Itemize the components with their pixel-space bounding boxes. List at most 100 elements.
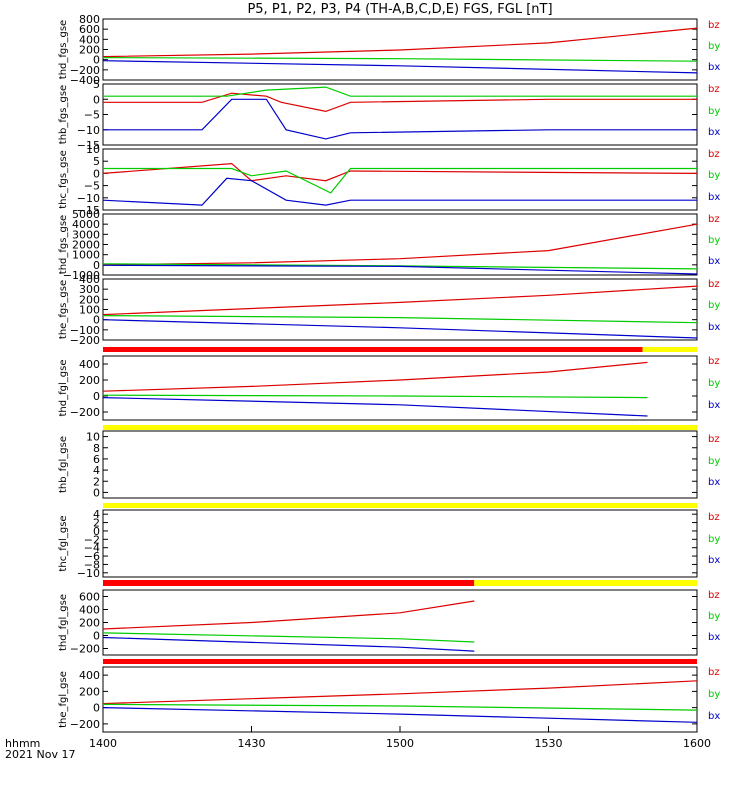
series-bx [102, 397, 648, 417]
legend-bz: bz [708, 84, 720, 95]
y-tick-label: −200 [70, 406, 100, 419]
y-tick-label: 4 [93, 464, 100, 477]
y-tick-label: 200 [79, 44, 100, 57]
series-by [103, 86, 697, 97]
y-tick-label: 100 [79, 304, 100, 317]
y-tick-label: 0 [93, 390, 100, 403]
series-bz [102, 361, 648, 392]
y-tick-label: 800 [79, 13, 100, 26]
x-tick-label: 1430 [238, 737, 266, 750]
y-tick-label: 4000 [72, 218, 100, 231]
panel-thb_fgs_gse: 5 0 −5 −10 −15 thb_fgs_gse bz by bx [58, 78, 720, 152]
y-tick-label: 0 [93, 486, 100, 499]
y-tick-label: 400 [79, 604, 100, 617]
y-tick-label: 600 [79, 23, 100, 36]
y-tick-label: 0 [93, 314, 100, 327]
y-tick-label: 400 [79, 669, 100, 682]
y-tick-label: 3000 [72, 228, 100, 241]
y-tick-label: −6 [84, 550, 100, 563]
y-tick-label: 400 [79, 358, 100, 371]
legend-bz: bz [708, 279, 720, 290]
y-tick-label: 2 [93, 517, 100, 530]
legend-bz: bz [708, 667, 720, 678]
y-tick-label: −15 [77, 204, 100, 217]
series-bz [102, 223, 698, 266]
series-by [102, 57, 698, 62]
y-tick-label: 600 [79, 591, 100, 604]
y-tick-label: −10 [77, 124, 100, 137]
y-tick-label: −200 [70, 643, 100, 656]
panel-ylabel: thc_fgs_gse [58, 150, 69, 209]
legend-bx: bx [708, 256, 720, 267]
y-tick-label: −200 [70, 718, 100, 731]
legend-by: by [708, 611, 720, 622]
series-by [102, 632, 475, 643]
y-tick-label: 400 [79, 33, 100, 46]
y-tick-label: 200 [79, 685, 100, 698]
series-bx [102, 319, 698, 339]
series-bx [102, 636, 475, 652]
y-tick-label: 200 [79, 293, 100, 306]
y-tick-label: 4 [93, 508, 100, 521]
legend-by: by [708, 378, 720, 389]
series-by [102, 703, 698, 711]
legend-bx: bx [708, 322, 720, 333]
series-bz [102, 600, 475, 630]
x-axis-date-label: 2021 Nov 17 [5, 748, 75, 761]
series-bx [102, 707, 698, 723]
legend-bx: bx [708, 477, 720, 488]
legend-bz: bz [708, 214, 720, 225]
y-tick-label: 0 [93, 167, 100, 180]
flag-segment-red [103, 659, 697, 664]
series-bx [103, 98, 697, 140]
legend-bz: bz [708, 434, 720, 445]
panel-frame [102, 83, 698, 146]
legend-by: by [708, 534, 720, 545]
series-by [103, 167, 697, 194]
y-tick-label: 0 [93, 630, 100, 643]
panel-frame [102, 430, 698, 499]
x-tick-label: 1530 [535, 737, 563, 750]
legend-bz: bz [708, 20, 720, 31]
y-tick-label: −4 [84, 542, 100, 555]
legend-by: by [708, 300, 720, 311]
series-by [102, 315, 698, 324]
y-tick-label: 0 [93, 525, 100, 538]
y-tick-label: 10 [86, 143, 100, 156]
legend-by: by [708, 235, 720, 246]
panel-ylabel: thb_fgs_gse [58, 85, 69, 144]
flag-segment-red [103, 580, 475, 586]
legend-bz: bz [708, 149, 720, 160]
legend-bx: bx [708, 632, 720, 643]
y-tick-label: −15 [77, 139, 100, 152]
legend-bx: bx [708, 711, 720, 722]
panel-frame [102, 509, 698, 578]
y-tick-label: 0 [93, 54, 100, 67]
flag-segment-yellow [642, 347, 697, 352]
y-tick-label: −10 [77, 567, 100, 580]
legend-by: by [708, 456, 720, 467]
legend-bz: bz [708, 512, 720, 523]
flag-segment-yellow [474, 580, 697, 586]
legend-bx: bx [708, 555, 720, 566]
y-tick-label: 0 [93, 702, 100, 715]
panel-frame [102, 589, 698, 656]
y-tick-label: 6 [93, 453, 100, 466]
legend-by: by [708, 170, 720, 181]
series-bz [103, 92, 697, 113]
y-tick-label: −10 [77, 192, 100, 205]
series-bz [102, 27, 698, 58]
y-tick-label: 2000 [72, 239, 100, 252]
x-axis-unit-label: hhmm [5, 737, 40, 750]
panel-ylabel: thb_fgl_gse [58, 436, 69, 493]
y-tick-label: −200 [70, 334, 100, 347]
legend-by: by [708, 41, 720, 52]
y-tick-label: −8 [84, 558, 100, 571]
